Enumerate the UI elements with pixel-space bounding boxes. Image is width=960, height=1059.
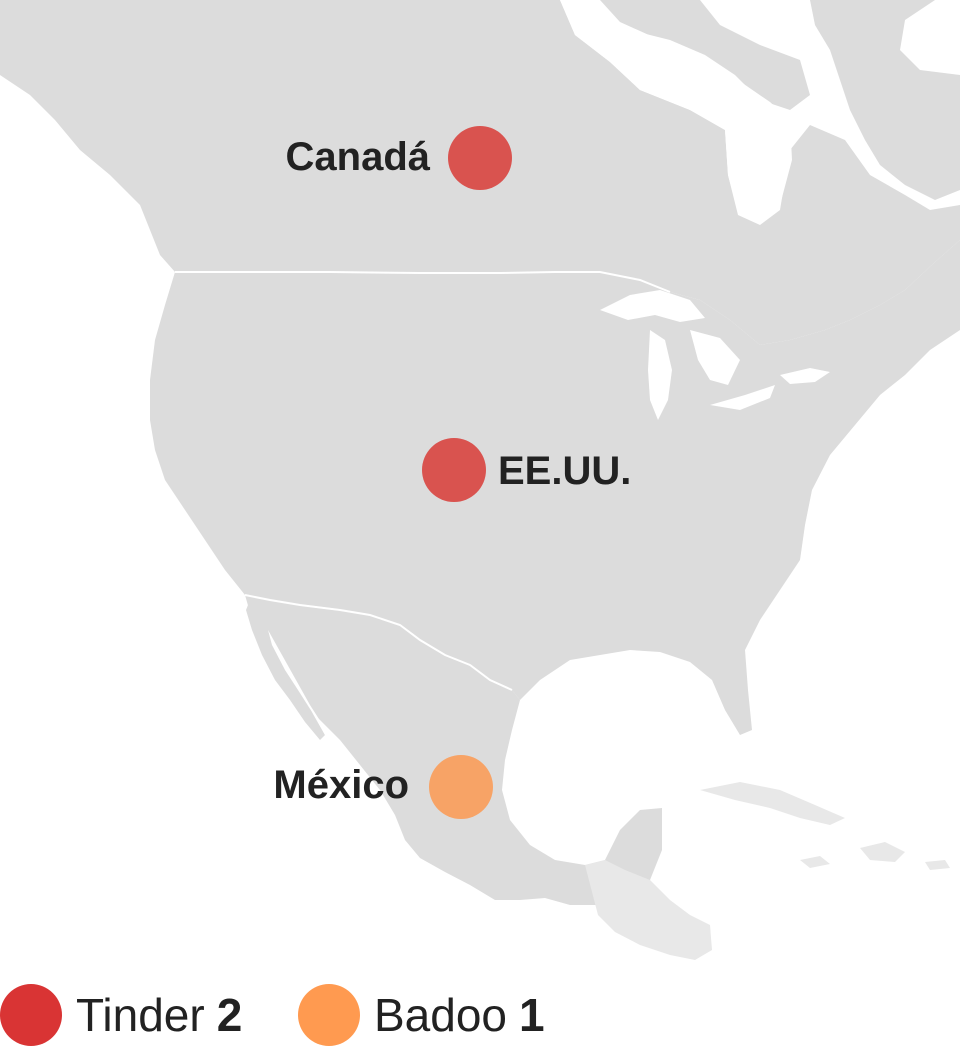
label-mexico: México [273, 763, 409, 807]
land-jamaica [800, 856, 830, 868]
border-canada-usa [175, 271, 671, 293]
legend-label-tinder: Tinder [76, 989, 205, 1041]
land-mexico [245, 595, 662, 905]
marker-canada[interactable] [448, 126, 512, 190]
legend: Tinder 2 Badoo 1 [0, 975, 960, 1055]
border-usa-mexico [244, 594, 513, 691]
water-lake-erie [710, 385, 775, 410]
legend-item-badoo: Badoo 1 [298, 975, 545, 1055]
legend-swatch-tinder [0, 984, 62, 1046]
land-baja [246, 600, 325, 740]
legend-count-badoo: 1 [519, 989, 545, 1041]
north-america-map: Canadá EE.UU. México [0, 0, 960, 960]
legend-count-tinder: 2 [216, 989, 243, 1041]
water-lake-ontario [780, 368, 830, 384]
label-canada: Canadá [286, 135, 431, 179]
marker-usa[interactable] [422, 438, 486, 502]
water-hudson-bay [560, 0, 792, 222]
land-hispaniola [860, 842, 905, 862]
water-lake-huron [690, 330, 740, 385]
legend-swatch-badoo [298, 984, 360, 1046]
land-central-america [585, 860, 712, 960]
land-puerto-rico [925, 860, 950, 870]
water-lake-superior [600, 290, 705, 322]
legend-label-badoo: Badoo [374, 989, 508, 1041]
label-usa: EE.UU. [498, 449, 631, 493]
marker-mexico[interactable] [429, 755, 493, 819]
land-arctic [590, 0, 810, 110]
water-lake-michigan [648, 330, 672, 420]
water-hudson-strait [800, 0, 960, 75]
legend-item-tinder: Tinder 2 [0, 975, 242, 1055]
land-cuba [700, 782, 845, 825]
